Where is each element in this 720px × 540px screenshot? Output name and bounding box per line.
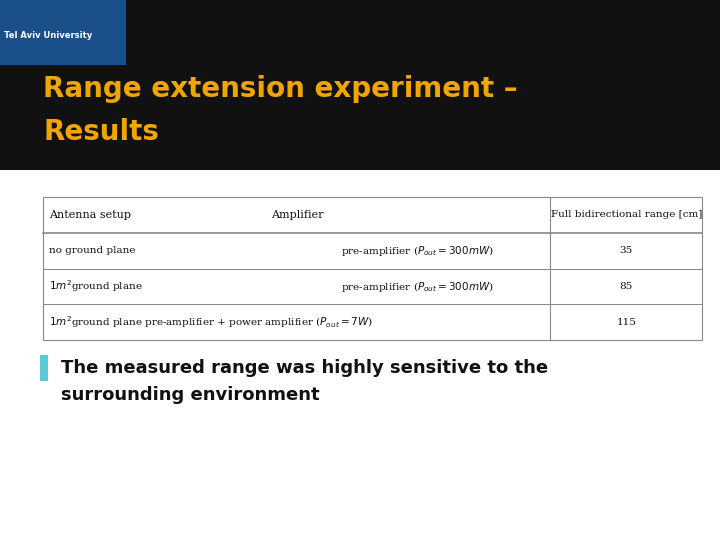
- Text: Results: Results: [43, 118, 159, 146]
- Text: pre-amplifier ($P_{out} = 300mW$): pre-amplifier ($P_{out} = 300mW$): [341, 280, 493, 294]
- Text: Full bidirectional range [cm]: Full bidirectional range [cm]: [551, 211, 702, 219]
- Text: Antenna setup: Antenna setup: [49, 210, 131, 220]
- Text: 115: 115: [616, 318, 636, 327]
- Text: Range extension experiment –: Range extension experiment –: [43, 75, 518, 103]
- Text: $1m^2$ground plane: $1m^2$ground plane: [49, 279, 143, 294]
- Text: pre-amplifier ($P_{out} = 300mW$): pre-amplifier ($P_{out} = 300mW$): [341, 244, 493, 258]
- Text: 35: 35: [620, 246, 633, 255]
- Text: $1m^2$ground plane pre-amplifier + power amplifier ($P_{out} = 7W$): $1m^2$ground plane pre-amplifier + power…: [49, 314, 373, 330]
- Text: Amplifier: Amplifier: [271, 210, 323, 220]
- Text: no ground plane: no ground plane: [49, 246, 135, 255]
- Text: The measured range was highly sensitive to the: The measured range was highly sensitive …: [61, 359, 549, 377]
- Text: Tel Aviv University: Tel Aviv University: [4, 31, 92, 39]
- Text: surrounding environment: surrounding environment: [61, 386, 320, 404]
- Text: 85: 85: [620, 282, 633, 291]
